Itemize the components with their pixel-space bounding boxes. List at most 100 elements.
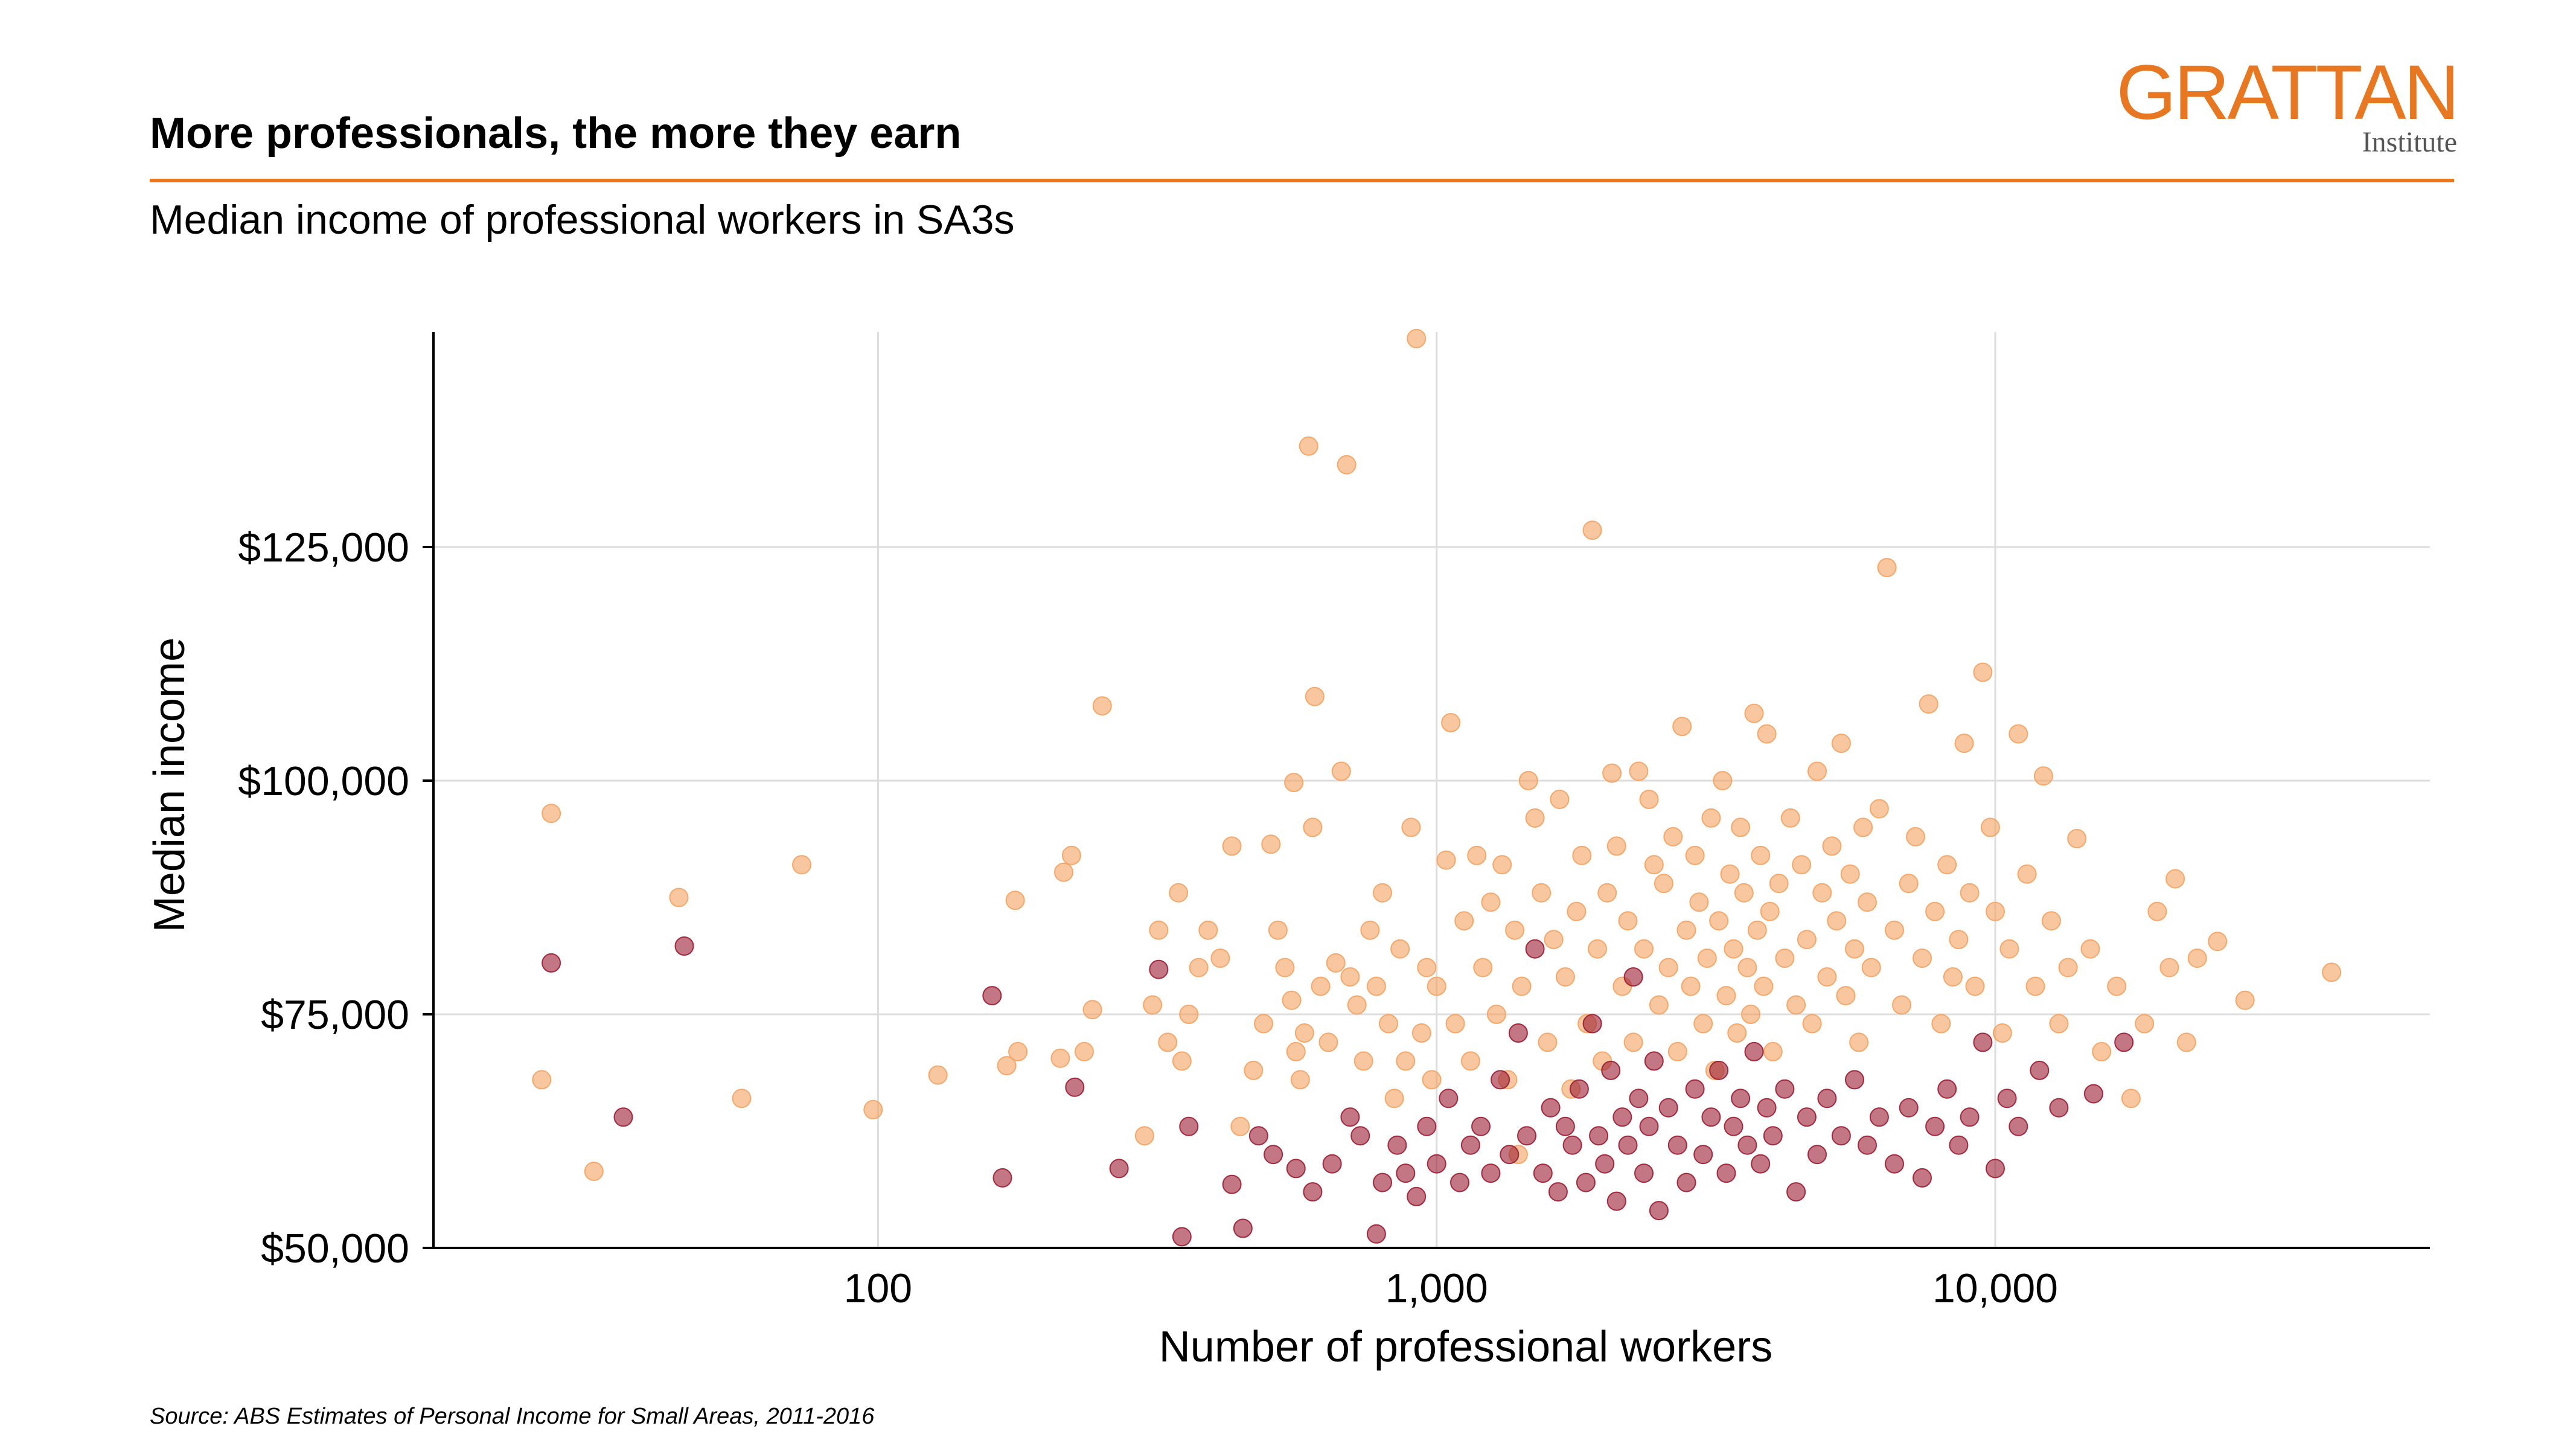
scatter-point-dark xyxy=(1644,1051,1664,1071)
scatter-point-light xyxy=(1460,1051,1480,1071)
scatter-point-dark xyxy=(1634,1163,1654,1183)
scatter-point-light xyxy=(1840,864,1860,884)
scatter-point-light xyxy=(1747,920,1767,940)
scatter-point-dark xyxy=(1576,1172,1596,1192)
scatter-point-light xyxy=(1992,1023,2012,1043)
scatter-point-light xyxy=(1189,958,1209,977)
scatter-point-light xyxy=(1061,845,1081,865)
scatter-point-dark xyxy=(1831,1126,1851,1146)
scatter-point-light xyxy=(1567,901,1587,921)
scatter-point-light xyxy=(2176,1032,2196,1052)
scatter-point-dark xyxy=(1913,1168,1932,1188)
scatter-point-light xyxy=(2092,1041,2112,1061)
scatter-point-light xyxy=(1780,808,1800,828)
scatter-point-light xyxy=(1720,864,1740,884)
y-axis-label: Median income xyxy=(145,638,194,932)
scatter-point-light xyxy=(1737,958,1757,977)
scatter-point-light xyxy=(1331,761,1351,781)
scatter-point-light xyxy=(1149,920,1169,940)
scatter-point-dark xyxy=(542,953,561,973)
scatter-point-light xyxy=(1954,734,1974,753)
scatter-point-dark xyxy=(1701,1107,1721,1127)
scatter-point-light xyxy=(1299,436,1318,456)
scatter-point-dark xyxy=(1533,1163,1553,1183)
scatter-point-light xyxy=(1505,920,1525,940)
y-tick-label: $100,000 xyxy=(238,758,409,804)
scatter-point-dark xyxy=(1562,1135,1582,1155)
scatter-point-light xyxy=(1512,976,1532,996)
scatter-point-light xyxy=(863,1099,883,1119)
scatter-point-dark xyxy=(1973,1032,1993,1052)
scatter-point-light xyxy=(1629,761,1649,781)
scatter-point-light xyxy=(1713,771,1733,790)
scatter-point-light xyxy=(1999,939,2019,959)
y-tick-label: $125,000 xyxy=(238,525,409,571)
scatter-point-light xyxy=(1532,883,1552,903)
scatter-point-light xyxy=(1741,1005,1760,1024)
scatter-point-dark xyxy=(1439,1089,1459,1108)
scatter-point-dark xyxy=(1709,1060,1729,1080)
scatter-point-light xyxy=(1853,817,1873,837)
scatter-point-light xyxy=(1943,967,1963,987)
scatter-point-light xyxy=(792,855,811,875)
scatter-point-light xyxy=(2009,724,2028,744)
grattan-logo: GRATTAN Institute xyxy=(2116,54,2459,159)
scatter-point-dark xyxy=(1763,1126,1783,1146)
scatter-point-light xyxy=(1727,1023,1747,1043)
y-tick-label: $50,000 xyxy=(261,1226,409,1271)
scatter-point-light xyxy=(1286,1041,1306,1061)
scatter-point-dark xyxy=(1517,1126,1536,1146)
scatter-point-dark xyxy=(1639,1116,1659,1136)
scatter-point-dark xyxy=(1471,1116,1491,1136)
scatter-point-light xyxy=(1986,901,2005,921)
scatter-point-dark xyxy=(1606,1191,1626,1211)
scatter-point-dark xyxy=(1387,1135,1407,1155)
scatter-point-light xyxy=(1681,976,1701,996)
scatter-point-dark xyxy=(1233,1218,1253,1238)
y-tick-label: $75,000 xyxy=(261,992,409,1038)
scatter-point-light xyxy=(1849,1032,1869,1052)
scatter-point-dark xyxy=(1899,1098,1919,1118)
scatter-point-light xyxy=(1672,717,1692,737)
scatter-point-light xyxy=(1275,958,1295,977)
scatter-point-dark xyxy=(1109,1159,1129,1179)
source-note: Source: ABS Estimates of Personal Income… xyxy=(150,1404,875,1429)
scatter-point-light xyxy=(732,1089,752,1108)
logo-subtext: Institute xyxy=(2362,126,2457,158)
scatter-point-light xyxy=(2208,932,2228,952)
scatter-point-dark xyxy=(1623,967,1643,987)
scatter-point-dark xyxy=(1797,1107,1817,1127)
scatter-point-dark xyxy=(1179,1116,1199,1136)
scatter-point-light xyxy=(1709,911,1729,931)
scatter-point-light xyxy=(1792,855,1812,875)
scatter-point-light xyxy=(1305,686,1325,706)
scatter-point-light xyxy=(2147,901,2167,921)
scatter-point-dark xyxy=(1286,1159,1306,1179)
scatter-point-light xyxy=(1082,1000,1102,1020)
scatter-point-light xyxy=(1407,328,1427,348)
scatter-point-dark xyxy=(1925,1116,1945,1136)
scatter-point-light xyxy=(1693,1014,1713,1034)
scatter-point-dark xyxy=(1172,1227,1192,1247)
scatter-point-light xyxy=(1417,958,1437,977)
scatter-point-light xyxy=(1654,874,1673,894)
scatter-point-light xyxy=(928,1065,948,1085)
scatter-point-light xyxy=(1441,713,1461,732)
scatter-point-dark xyxy=(1737,1135,1757,1155)
scatter-point-dark xyxy=(1612,1107,1632,1127)
scatter-point-light xyxy=(1858,892,1877,912)
scatter-point-light xyxy=(1892,995,1911,1015)
scatter-point-light xyxy=(1261,834,1281,854)
scatter-point-light xyxy=(1980,817,2000,837)
scatter-point-dark xyxy=(982,986,1002,1006)
scatter-point-light xyxy=(1198,920,1218,940)
scatter-point-dark xyxy=(1366,1224,1386,1244)
scatter-point-light xyxy=(2041,911,2061,931)
scatter-point-light xyxy=(1919,694,1938,714)
scatter-point-dark xyxy=(1601,1060,1621,1080)
scatter-point-dark xyxy=(2009,1116,2028,1136)
scatter-point-light xyxy=(1877,558,1897,578)
scatter-point-light xyxy=(1254,1014,1273,1034)
scatter-point-light xyxy=(1436,850,1456,870)
scatter-point-light xyxy=(1937,855,1957,875)
